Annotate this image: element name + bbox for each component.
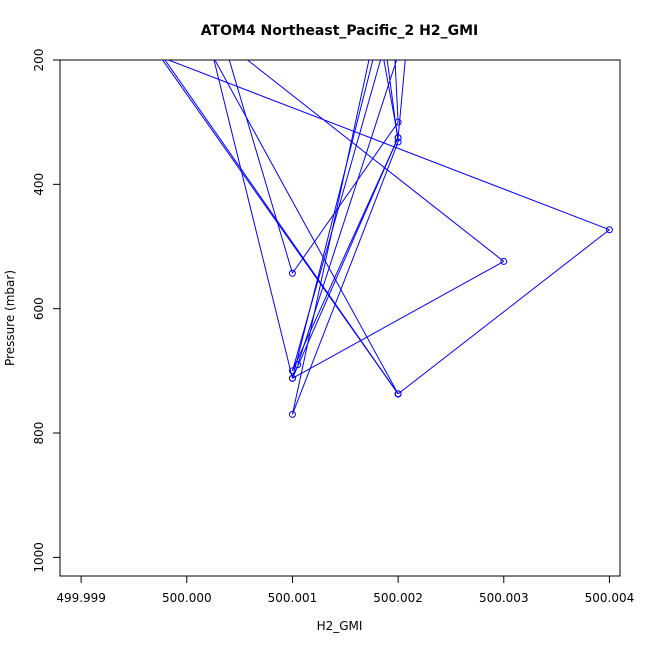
series-segment: [292, 260, 505, 379]
data-point: [605, 226, 613, 234]
series-segment: [291, 60, 374, 379]
x-tick-label: 500.001: [268, 591, 318, 605]
y-axis: 200 400 600 800 1000: [32, 49, 61, 573]
series-segment: [291, 141, 399, 415]
data-point: [294, 361, 302, 369]
series-segment: [213, 60, 293, 379]
x-tick-label: 499.999: [56, 591, 106, 605]
data-point: [288, 367, 296, 375]
data-point: [394, 138, 402, 146]
series-segment: [246, 60, 505, 262]
data-point: [394, 118, 402, 126]
data-point: [288, 269, 296, 277]
x-tick-label: 500.002: [373, 591, 423, 605]
x-tick-label: 500.003: [479, 591, 529, 605]
data-point: [500, 257, 508, 265]
y-tick-label: 800: [32, 422, 46, 445]
series-segment: [167, 60, 610, 231]
series-segment: [397, 60, 406, 138]
series-segment: [291, 137, 399, 379]
series-segment: [214, 60, 399, 395]
y-tick-label: 400: [32, 173, 46, 196]
x-tick-label: 500.000: [162, 591, 212, 605]
series-layer: [161, 60, 610, 415]
y-tick-label: 600: [32, 297, 46, 320]
chart-title: ATOM4 Northeast_Pacific_2 H2_GMI: [201, 23, 478, 39]
series-segment: [291, 60, 370, 415]
series-segment: [292, 121, 399, 274]
data-point: [288, 410, 296, 418]
y-tick-label: 200: [32, 49, 46, 72]
data-point: [288, 374, 296, 382]
x-axis-label: H2_GMI: [317, 619, 363, 633]
marker-layer: [288, 118, 613, 418]
y-tick-label: 1000: [32, 542, 46, 573]
data-point: [394, 134, 402, 142]
series-segment: [397, 229, 610, 395]
series-segment: [161, 60, 399, 395]
y-axis-label: Pressure (mbar): [3, 270, 17, 366]
data-point: [394, 390, 402, 398]
plot-frame: [59, 59, 621, 577]
x-tick-label: 500.004: [585, 591, 635, 605]
x-axis: 499.999 500.000 500.001 500.002 500.003 500.0…: [56, 575, 635, 605]
series-segment: [394, 60, 399, 123]
series-segment: [228, 60, 293, 274]
series-segment: [297, 60, 398, 365]
